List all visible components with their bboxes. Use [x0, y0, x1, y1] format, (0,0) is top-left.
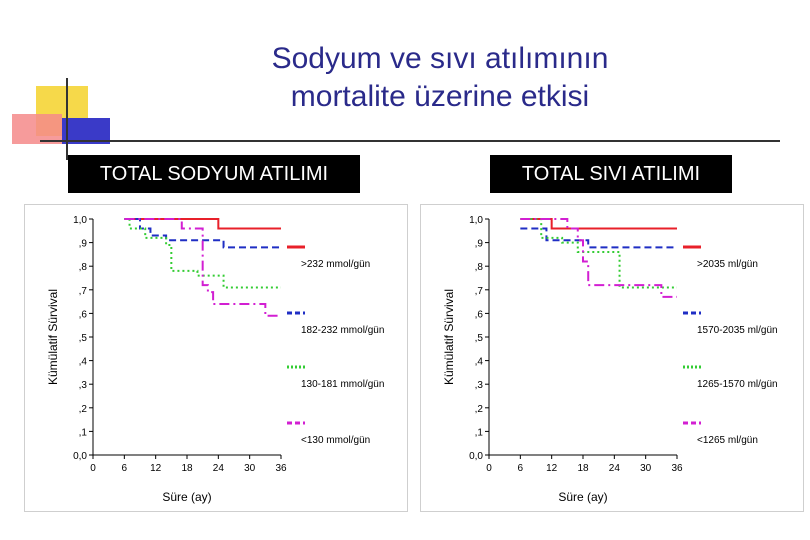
legend-label-4: <1265 ml/gün [697, 435, 758, 446]
y-tick-label: 0,0 [73, 451, 87, 462]
y-tick-label: ,9 [79, 239, 88, 250]
y-tick-label: ,5 [79, 333, 88, 344]
y-tick-label: ,6 [79, 309, 88, 320]
chart-fluid-svg: 0,0 ,1 ,2 ,3 ,4 ,5 ,6 ,7 ,8 ,9 1,0 0 6 12 18 24 30 36 Süre… [442, 215, 778, 504]
y-tick-label: ,1 [475, 427, 484, 438]
y-tick-label: ,2 [79, 404, 88, 415]
y-tick-label: ,8 [475, 262, 484, 273]
x-tick-label: 30 [244, 463, 256, 474]
y-tick-label: ,6 [475, 309, 484, 320]
y-tick-label: ,7 [475, 286, 484, 297]
x-tick-label: 18 [181, 463, 193, 474]
legend-label-2: 1570-2035 ml/gün [697, 325, 778, 336]
x-tick-label: 12 [546, 463, 558, 474]
page-title: Sodyum ve sıvı atılımının mortalite üzer… [130, 40, 750, 116]
y-tick-label: ,8 [79, 262, 88, 273]
series-line-2 [124, 218, 281, 249]
x-tick-label: 24 [213, 463, 225, 474]
panel-label-fluid: TOTAL SIVI ATILIMI [490, 155, 732, 193]
y-tick-label: ,4 [475, 357, 484, 368]
y-tick-label: ,1 [79, 427, 88, 438]
y-tick-label: ,9 [475, 239, 484, 250]
legend-label-4: <130 mmol/gün [301, 435, 370, 446]
x-tick-label: 36 [671, 463, 683, 474]
series-line-4 [124, 218, 281, 317]
decor-blue-square [62, 118, 110, 144]
y-axis-label: Kümülatif Sürvival [46, 289, 60, 385]
x-tick-label: 18 [577, 463, 589, 474]
y-tick-label: 1,0 [73, 215, 87, 226]
legend-label-2: 182-232 mmol/gün [301, 325, 384, 336]
legend-label-3: 130-181 mmol/gün [301, 379, 384, 390]
y-tick-label: 0,0 [469, 451, 483, 462]
panel-label-sodium: TOTAL SODYUM ATILIMI [68, 155, 360, 193]
decor-pink-square [12, 114, 62, 144]
x-axis-label: Süre (ay) [558, 490, 607, 504]
title-line-2: mortalite üzerine etkisi [290, 80, 590, 113]
title-line-1: Sodyum ve sıvı atılımının [271, 42, 609, 75]
x-tick-label: 0 [90, 463, 96, 474]
x-tick-label: 6 [122, 463, 128, 474]
y-tick-label: 1,0 [469, 215, 483, 226]
x-tick-label: 24 [609, 463, 621, 474]
y-tick-label: ,4 [79, 357, 88, 368]
x-tick-label: 0 [486, 463, 492, 474]
legend-label-3: 1265-1570 ml/gün [697, 379, 778, 390]
chart-sodium-svg: 0,0 ,1 ,2 ,3 ,4 ,5 ,6 ,7 ,8 ,9 1,0 0 6 12 18 24 30 36 Süre… [46, 215, 384, 504]
series-line-2 [520, 227, 677, 249]
decor-vertical-line [66, 78, 68, 160]
series-line-1 [124, 218, 281, 230]
series-line-3 [124, 218, 281, 289]
legend-label-1: >2035 ml/gün [697, 259, 758, 270]
chart-sodium: 0,0 ,1 ,2 ,3 ,4 ,5 ,6 ,7 ,8 ,9 1,0 0 6 12 18 24 30 36 Süre… [24, 204, 408, 512]
chart-fluid: 0,0 ,1 ,2 ,3 ,4 ,5 ,6 ,7 ,8 ,9 1,0 0 6 12 18 24 30 36 Süre… [420, 204, 804, 512]
series-line-1 [520, 218, 677, 230]
y-tick-label: ,7 [79, 286, 88, 297]
x-tick-label: 6 [518, 463, 524, 474]
series-line-4 [520, 218, 677, 298]
y-axis-label: Kümülatif Sürvival [442, 289, 456, 385]
y-tick-label: ,3 [475, 380, 484, 391]
y-tick-label: ,5 [475, 333, 484, 344]
decor-horizontal-line [40, 140, 780, 142]
x-tick-label: 36 [275, 463, 287, 474]
x-tick-label: 30 [640, 463, 652, 474]
series-line-3 [520, 218, 677, 289]
x-axis-label: Süre (ay) [162, 490, 211, 504]
y-tick-label: ,2 [475, 404, 484, 415]
legend-label-1: >232 mmol/gün [301, 259, 370, 270]
x-tick-label: 12 [150, 463, 162, 474]
y-tick-label: ,3 [79, 380, 88, 391]
